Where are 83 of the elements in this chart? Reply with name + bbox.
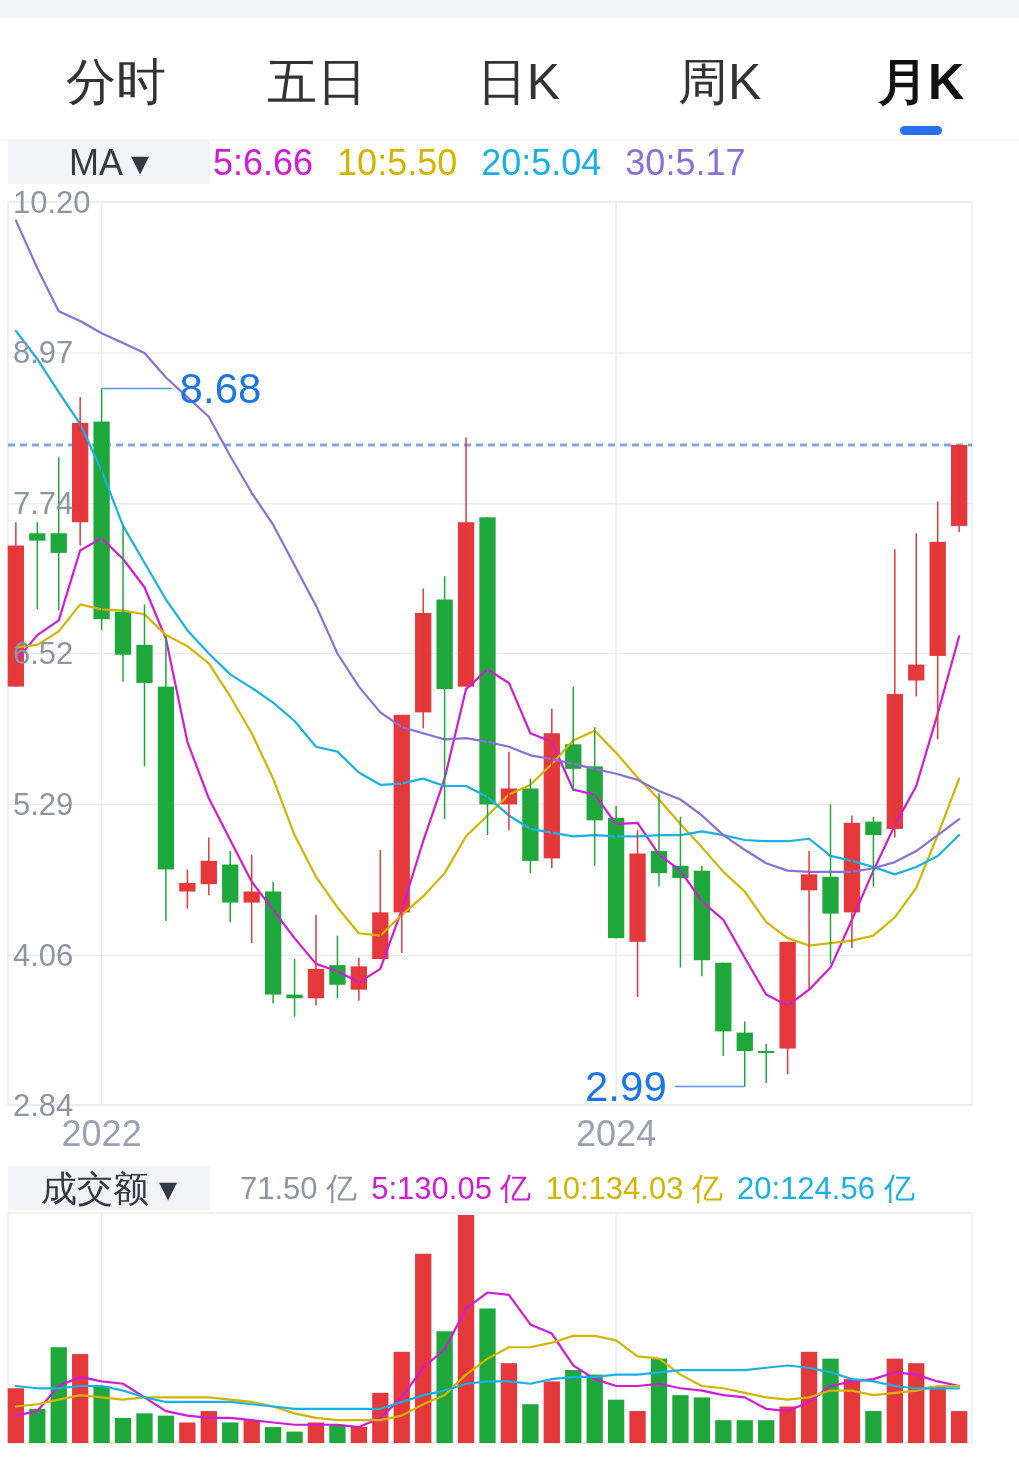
candlestick (629, 829, 646, 998)
bar (350, 1427, 368, 1443)
text: 10:5.50 (337, 141, 458, 183)
legend-title: MA ▾ (68, 141, 150, 183)
y-tick-label: 5.29 (13, 786, 74, 822)
bar (843, 1379, 861, 1443)
bar (179, 1422, 196, 1443)
candlestick (179, 868, 196, 910)
bar (264, 1427, 282, 1443)
bar (29, 1408, 46, 1443)
line-series (14, 219, 961, 873)
candlestick (479, 516, 496, 836)
bar (865, 1411, 882, 1443)
bar (522, 1404, 539, 1443)
candlestick (436, 575, 453, 820)
bar (607, 1399, 625, 1443)
bar (157, 1415, 175, 1443)
bar (500, 1363, 518, 1443)
text: 五日 (267, 54, 368, 110)
bar (136, 1413, 153, 1443)
candlestick (865, 815, 882, 888)
bar (672, 1395, 689, 1443)
bar (243, 1420, 260, 1443)
bar (800, 1351, 818, 1443)
y-tick-label: 4.06 (13, 937, 74, 973)
bar (586, 1374, 603, 1443)
bar (72, 1354, 89, 1443)
line-series (14, 329, 961, 876)
bar (629, 1411, 646, 1443)
bar (329, 1424, 346, 1443)
bar (565, 1370, 582, 1443)
bar (693, 1397, 711, 1443)
bar (929, 1386, 946, 1443)
text: 20:5.04 (481, 141, 602, 183)
candlestick (779, 941, 796, 1076)
bar (779, 1406, 796, 1443)
bar (222, 1422, 239, 1443)
text: 月K (876, 54, 965, 110)
annotation: 2.99 (585, 1063, 667, 1111)
text: 周K (678, 54, 762, 110)
bar (200, 1411, 217, 1443)
annotation: 8.68 (179, 364, 262, 412)
text: 30:5.17 (625, 141, 746, 183)
bar (822, 1358, 839, 1443)
candlestick (929, 500, 946, 741)
bar (543, 1381, 560, 1443)
y-tick-label: 10.20 (13, 184, 91, 220)
x-tick-label: 2024 (576, 1112, 657, 1154)
bar (415, 1253, 432, 1443)
text: 5:130.05 亿 (371, 1170, 532, 1206)
candlestick (715, 961, 732, 1057)
bar (886, 1358, 903, 1443)
text: 71.50 亿 (240, 1170, 358, 1206)
text: 20:124.56 亿 (737, 1170, 915, 1206)
annotation: 2.99 (585, 1063, 746, 1111)
bar (50, 1347, 67, 1443)
bar (307, 1422, 325, 1443)
bar (436, 1331, 453, 1443)
bar (715, 1420, 732, 1443)
candlestick (93, 387, 110, 631)
bar (736, 1420, 753, 1443)
bar (93, 1386, 110, 1443)
candlestick (243, 853, 260, 944)
candlestick (136, 603, 153, 768)
bar (457, 1215, 475, 1443)
text: 日K (476, 54, 561, 110)
bar (908, 1363, 925, 1443)
bar (286, 1431, 303, 1443)
legend-title: 成交额 ▾ (40, 1167, 178, 1209)
bar (7, 1388, 25, 1443)
bar (479, 1308, 496, 1443)
annotation: 8.68 (100, 365, 262, 412)
candlestick (822, 803, 839, 965)
candlestick (29, 521, 46, 611)
bar (650, 1358, 668, 1443)
bar (950, 1411, 968, 1443)
bar (393, 1351, 410, 1443)
text: 分时 (66, 54, 166, 110)
bar (114, 1417, 132, 1443)
text: 10:134.03 亿 (545, 1170, 724, 1206)
text: 5:6.66 (213, 141, 314, 183)
candlestick (522, 777, 539, 874)
bar (758, 1420, 775, 1443)
